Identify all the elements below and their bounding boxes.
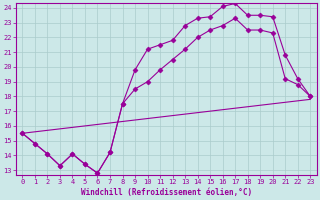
X-axis label: Windchill (Refroidissement éolien,°C): Windchill (Refroidissement éolien,°C) — [81, 188, 252, 197]
